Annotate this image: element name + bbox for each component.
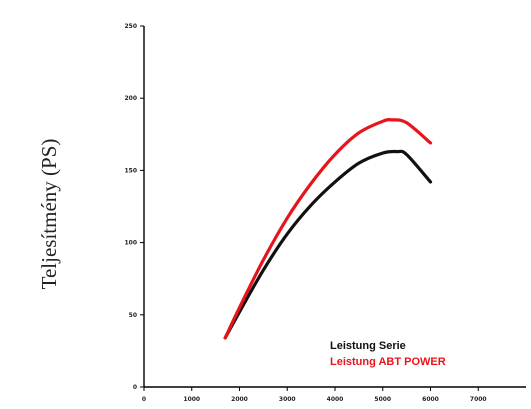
x-tick-label: 4000: [327, 396, 344, 403]
x-tick-label: 5000: [374, 396, 391, 403]
series-lines: [223, 118, 433, 340]
x-tick-label: 2000: [231, 396, 248, 403]
x-tick-label: 1000: [183, 396, 200, 403]
series-line-1: [223, 118, 433, 340]
tick-labels: 0 50 100 150 200 250 0 1000 2000 3000 4000 5000 6000…: [124, 23, 486, 403]
legend: Leistung Serie Leistung ABT POWER: [330, 340, 446, 368]
y-tick-label: 100: [124, 240, 137, 247]
y-tick-label: 0: [133, 384, 137, 391]
y-tick-label: 250: [124, 23, 137, 30]
x-tick-label: 3000: [279, 396, 296, 403]
x-tick-label: 6000: [422, 396, 439, 403]
y-tick-label: 150: [124, 167, 137, 174]
axes: [140, 25, 526, 391]
x-tick-label: 7000: [470, 396, 487, 403]
legend-entry-0: Leistung Serie: [330, 340, 406, 352]
y-tick-label: 50: [129, 312, 137, 319]
legend-entry-1: Leistung ABT POWER: [330, 356, 446, 368]
x-tick-label: 0: [142, 396, 146, 403]
y-tick-label: 200: [124, 95, 137, 102]
y-axis-label: Teljesítmény (PS): [37, 139, 61, 290]
series-line-0: [223, 149, 433, 340]
